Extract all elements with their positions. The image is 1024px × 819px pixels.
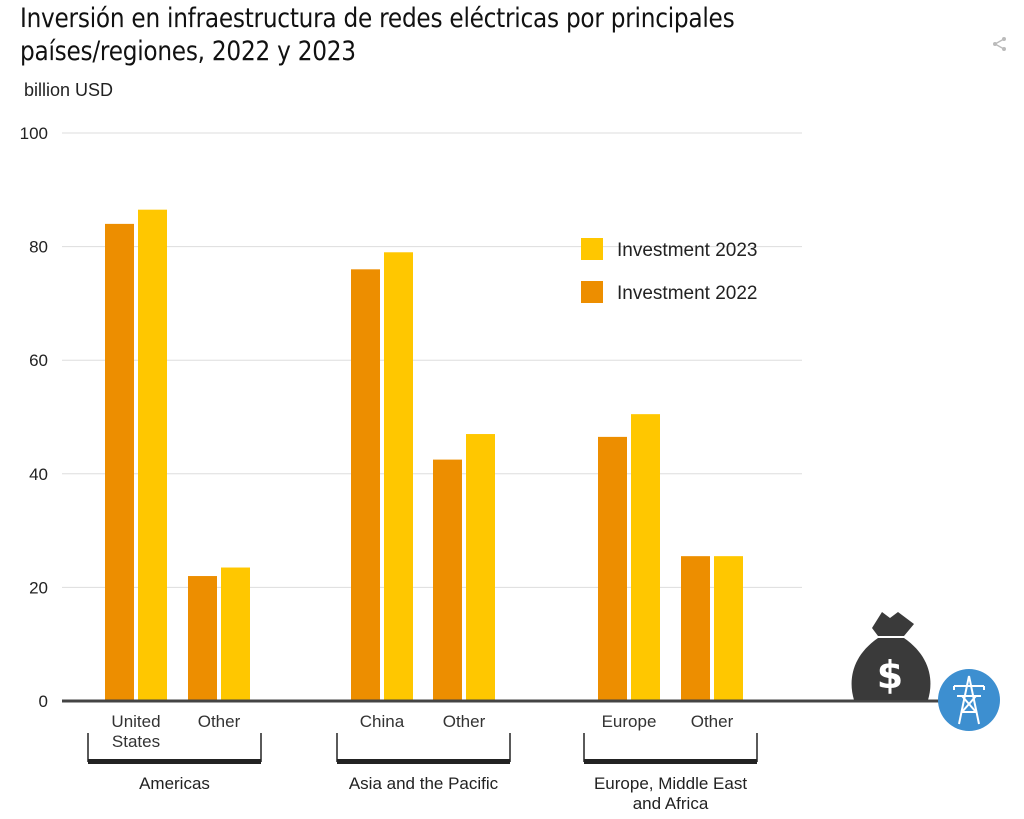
x-category-label: Other (443, 712, 486, 731)
legend: Investment 2023 Investment 2022 (581, 238, 757, 304)
bar-2023 (466, 434, 495, 701)
gridlines (62, 132, 802, 588)
group-label: Asia and the Pacific (349, 774, 499, 793)
bar-2022 (188, 576, 217, 701)
y-tick-label: 100 (20, 124, 48, 143)
legend-swatch (581, 238, 603, 260)
group-bracket: Asia and the Pacific (336, 733, 511, 793)
y-unit-label: billion USD (24, 80, 114, 100)
bar-2022 (351, 269, 380, 701)
x-category-labels: United States Other China Other Europe Other (111, 712, 733, 751)
bar-2022 (433, 459, 462, 701)
x-category-label: Other (691, 712, 734, 731)
bars (105, 209, 743, 701)
group-bracket: Europe, Middle East and Africa (583, 733, 758, 813)
chart-title: Inversión en infraestructura de redes el… (20, 3, 735, 67)
bar-2022 (598, 436, 627, 701)
x-category-label: Europe (602, 712, 657, 731)
group-label: Europe, Middle East and Africa (594, 774, 747, 813)
bar-2022 (105, 223, 134, 701)
legend-item: Investment 2023 (581, 238, 757, 261)
legend-label: Investment 2023 (617, 240, 757, 261)
legend-item: Investment 2022 (581, 281, 757, 304)
y-tick-label: 20 (29, 578, 48, 597)
group-brackets: Americas Asia and the Pacific Europe, Midd… (87, 733, 758, 813)
x-category-label: United States (111, 712, 160, 751)
x-category-label: Other (198, 712, 241, 731)
group-label: Americas (139, 774, 210, 793)
svg-text:$: $ (877, 653, 903, 697)
group-bracket: Americas (87, 733, 262, 793)
y-tick-labels: 0 20 40 60 80 100 (20, 124, 48, 711)
y-tick-label: 40 (29, 465, 48, 484)
bar-2022 (681, 556, 710, 701)
bar-2023 (714, 556, 743, 701)
share-icon[interactable] (990, 34, 1010, 54)
bar-2023 (221, 567, 250, 701)
y-tick-label: 60 (29, 351, 48, 370)
y-tick-label: 0 (39, 692, 48, 711)
y-tick-label: 80 (29, 238, 48, 257)
bar-2023 (384, 252, 413, 701)
legend-label: Investment 2022 (617, 283, 757, 304)
bar-2023 (631, 414, 660, 701)
transmission-tower-icon (938, 669, 1000, 731)
legend-swatch (581, 281, 603, 303)
money-bag-icon: $ (851, 612, 931, 700)
x-category-label: China (360, 712, 405, 731)
bar-2023 (138, 209, 167, 701)
